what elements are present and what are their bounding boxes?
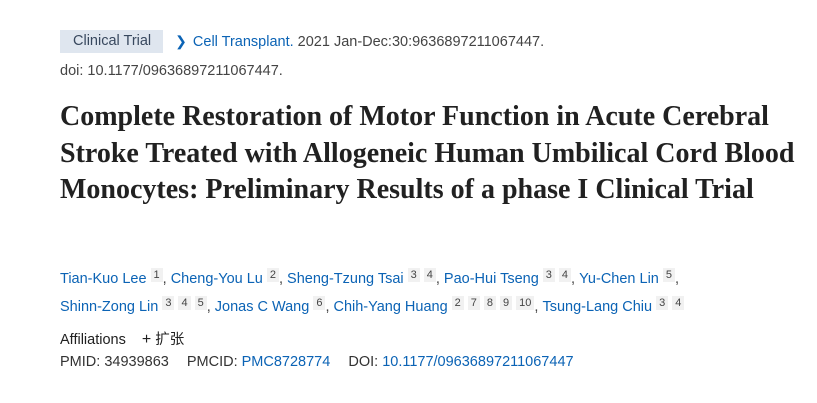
doi-link[interactable]: 10.1177/09636897211067447 bbox=[382, 354, 574, 370]
affiliation-ref[interactable]: 4 bbox=[558, 268, 572, 282]
expand-affiliations-button[interactable]: 扩张 bbox=[155, 332, 185, 348]
separator: , bbox=[534, 299, 539, 315]
separator: , bbox=[162, 271, 167, 287]
pmcid-link[interactable]: PMC8728774 bbox=[241, 354, 331, 370]
affiliation-ref[interactable]: 3 bbox=[656, 296, 669, 310]
affiliation-ref[interactable]: 6 bbox=[313, 296, 326, 310]
chevron-right-icon: ❯ bbox=[175, 33, 187, 49]
identifiers: PMID: 34939863 PMCID: PMC8728774 DOI: 10… bbox=[60, 354, 574, 370]
separator: , bbox=[571, 271, 576, 287]
authors-list: Tian-Kuo Lee 1, Cheng-You Lu 2, Sheng-Tzung … bbox=[60, 265, 760, 321]
citation-line: Clinical Trial ❯ Cell Transplant. 2021 J… bbox=[60, 30, 544, 53]
author-link[interactable]: Pao-Hui Tseng bbox=[443, 271, 539, 287]
affiliation-ref[interactable]: 4 bbox=[178, 296, 191, 310]
author-link[interactable]: Jonas C Wang bbox=[214, 299, 310, 315]
pmid-value: 34939863 bbox=[104, 354, 169, 370]
separator: , bbox=[675, 271, 680, 287]
affiliation-ref[interactable]: 4 bbox=[423, 268, 436, 282]
author-link[interactable]: Tian-Kuo Lee bbox=[60, 271, 147, 287]
article-title: Complete Restoration of Motor Function i… bbox=[60, 101, 795, 205]
separator: , bbox=[279, 271, 284, 287]
affiliation-ref[interactable]: 4 bbox=[672, 296, 685, 310]
plus-icon[interactable]: + bbox=[141, 331, 152, 348]
doi-line: doi: 10.1177/09636897211067447. bbox=[60, 63, 283, 79]
affiliation-ref[interactable]: 2 bbox=[266, 268, 279, 282]
separator: , bbox=[325, 299, 330, 315]
pmid-label: PMID: bbox=[60, 354, 101, 370]
affiliation-ref[interactable]: 10 bbox=[516, 296, 535, 310]
citation-details: 2021 Jan-Dec:30:9636897211067447. bbox=[297, 33, 545, 50]
pmcid-label: PMCID: bbox=[186, 354, 238, 370]
affiliation-ref[interactable]: 3 bbox=[407, 268, 420, 282]
affiliation-ref[interactable]: 5 bbox=[194, 296, 207, 310]
author-link[interactable]: Cheng-You Lu bbox=[170, 271, 263, 287]
affiliation-ref[interactable]: 7 bbox=[467, 296, 480, 310]
publication-type-badge: Clinical Trial bbox=[60, 30, 164, 53]
affiliation-ref[interactable]: 3 bbox=[162, 296, 175, 310]
affiliations-label: Affiliations bbox=[60, 332, 126, 348]
author-link[interactable]: Yu-Chen Lin bbox=[579, 271, 659, 287]
affiliations: Affiliations + 扩张 bbox=[60, 328, 184, 349]
separator: , bbox=[435, 271, 440, 287]
affiliation-ref[interactable]: 5 bbox=[662, 268, 675, 282]
affiliation-ref[interactable]: 3 bbox=[542, 268, 555, 282]
author-link[interactable]: Shinn-Zong Lin bbox=[60, 299, 159, 315]
journal-link[interactable]: Cell Transplant. bbox=[192, 33, 294, 50]
affiliation-ref[interactable]: 2 bbox=[451, 296, 464, 310]
affiliation-ref[interactable]: 8 bbox=[483, 296, 497, 310]
author-link[interactable]: Chih-Yang Huang bbox=[333, 299, 448, 315]
doi-label: DOI: bbox=[348, 354, 379, 370]
affiliation-ref[interactable]: 1 bbox=[150, 268, 163, 282]
author-link[interactable]: Sheng-Tzung Tsai bbox=[287, 271, 404, 287]
affiliation-ref[interactable]: 9 bbox=[500, 296, 513, 310]
author-link[interactable]: Tsung-Lang Chiu bbox=[542, 299, 653, 315]
separator: , bbox=[206, 299, 211, 315]
